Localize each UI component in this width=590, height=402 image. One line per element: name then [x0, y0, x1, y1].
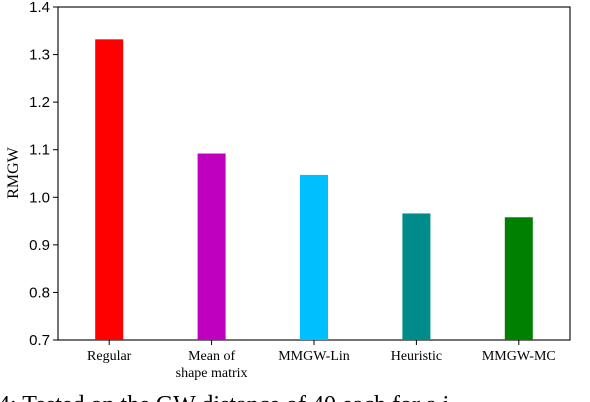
bar	[95, 39, 124, 340]
y-tick-label: 1.3	[29, 47, 50, 64]
bar	[402, 213, 431, 340]
y-tick-label: 0.8	[29, 284, 50, 301]
x-tick-label: shape matrix	[176, 366, 248, 381]
x-axis: Regular Mean of shape matrix MMGW-Lin Heuris…	[87, 340, 556, 381]
y-tick-label: 0.9	[29, 237, 50, 254]
bar	[197, 153, 226, 340]
bar	[504, 217, 533, 340]
x-tick-label: MMGW-MC	[482, 349, 556, 364]
bars-group	[95, 39, 533, 340]
y-tick-label: 1.2	[29, 94, 50, 111]
y-axis-title: RMGW	[5, 146, 22, 198]
figure-caption-fragment: 4: Tested on the GW distance of 40 each …	[0, 392, 450, 402]
x-tick-label: Mean of	[188, 349, 235, 364]
x-tick-label: Regular	[87, 349, 132, 364]
plot-area: 0.7 0.8 0.9 1.0 1.1 1.2 1.3 1.4 Regular Mean of s…	[29, 0, 571, 381]
x-tick-label: Heuristic	[391, 349, 442, 364]
y-tick-label: 1.0	[29, 189, 50, 206]
y-axis: 0.7 0.8 0.9 1.0 1.1 1.2 1.3 1.4	[29, 0, 58, 349]
x-tick-label: MMGW-Lin	[278, 349, 350, 364]
y-tick-label: 0.7	[29, 332, 50, 349]
y-tick-label: 1.1	[29, 142, 50, 159]
y-tick-label: 1.4	[29, 0, 50, 16]
bar	[300, 174, 328, 340]
